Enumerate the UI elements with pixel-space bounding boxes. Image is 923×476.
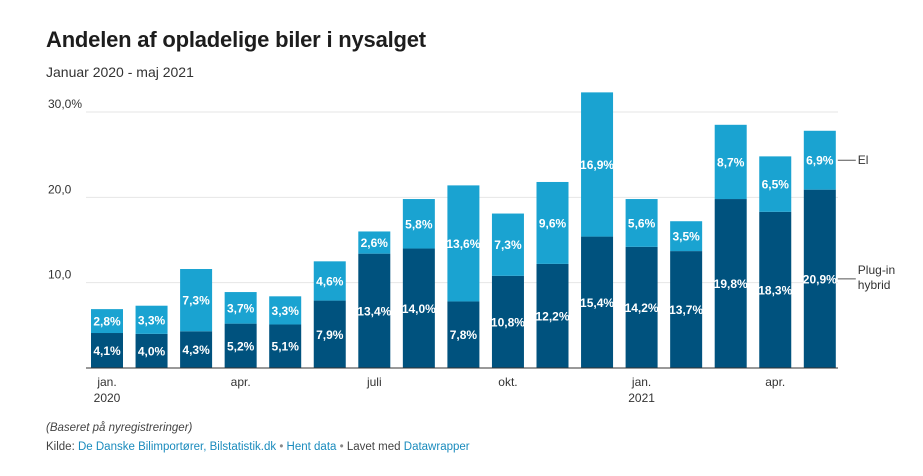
bar-plugin-hybrid: [447, 301, 480, 368]
bar-el: [803, 130, 836, 190]
y-tick-label: 10,0: [48, 268, 72, 282]
bar-plugin-hybrid: [625, 246, 658, 368]
data-label-plugin-hybrid: 12,2%: [535, 309, 569, 323]
bar-plugin-hybrid: [714, 199, 747, 368]
data-label-plugin-hybrid: 18,3%: [758, 283, 792, 297]
data-label-plugin-hybrid: 14,2%: [625, 301, 659, 315]
bar-plugin-hybrid: [135, 333, 168, 368]
bar-el: [625, 199, 658, 247]
bar-el: [358, 231, 391, 254]
data-label-el: 7,3%: [494, 238, 522, 252]
data-label-el: 3,7%: [227, 301, 255, 315]
footer-separator: •: [339, 441, 344, 453]
bar-el: [224, 292, 257, 324]
legend-label-el: El: [858, 153, 869, 167]
bar-plugin-hybrid: [402, 248, 435, 368]
bar-plugin-hybrid: [491, 275, 524, 368]
data-label-el: 3,5%: [672, 230, 700, 244]
bar-el: [759, 156, 792, 212]
x-tick-label: juli: [366, 375, 382, 389]
bar-layer: [91, 92, 836, 368]
data-label-plugin-hybrid: 4,3%: [182, 343, 210, 357]
bar-el: [670, 221, 703, 252]
y-tick-label: 20,0: [48, 182, 72, 196]
chart-title: Andelen af opladelige biler i nysalget: [46, 27, 426, 52]
data-label-el: 16,9%: [580, 158, 614, 172]
bar-plugin-hybrid: [581, 236, 614, 368]
data-label-plugin-hybrid: 10,8%: [491, 315, 525, 329]
data-label-plugin-hybrid: 15,4%: [580, 296, 614, 310]
bar-plugin-hybrid: [269, 324, 302, 368]
legend-label-plugin-hybrid: hybrid: [858, 278, 891, 292]
bar-el: [447, 185, 480, 302]
legend-label-plugin-hybrid: Plug-in: [858, 263, 895, 277]
bar-el: [402, 199, 435, 249]
data-label-el: 2,8%: [93, 315, 121, 329]
datawrapper-link[interactable]: Datawrapper: [403, 441, 470, 453]
footer-separator: •: [279, 441, 284, 453]
data-label-plugin-hybrid: 14,0%: [402, 302, 436, 316]
data-label-el: 13,6%: [446, 237, 480, 251]
x-tick-label: 2021: [628, 391, 655, 405]
bar-el: [581, 92, 614, 237]
bar-el: [91, 309, 123, 334]
bar-el: [180, 269, 213, 332]
data-label-plugin-hybrid: 7,9%: [316, 328, 344, 342]
data-label-el: 8,7%: [717, 155, 745, 169]
bar-plugin-hybrid: [180, 331, 213, 368]
data-label-el: 7,3%: [182, 294, 210, 308]
x-tick-label: apr.: [231, 375, 251, 389]
bar-el: [269, 296, 302, 325]
chart-note: (Baseret på nyregistreringer): [46, 422, 193, 434]
bar-plugin-hybrid: [536, 263, 569, 368]
download-data-link[interactable]: Hent data: [286, 441, 337, 453]
data-label-el: 5,8%: [405, 217, 433, 231]
x-tick-label: jan.: [631, 375, 651, 389]
bar-plugin-hybrid: [313, 300, 346, 368]
bar-plugin-hybrid: [803, 189, 836, 368]
data-label-plugin-hybrid: 7,8%: [450, 328, 478, 342]
bar-plugin-hybrid: [670, 251, 703, 368]
data-label-el: 3,3%: [138, 313, 166, 327]
data-label-plugin-hybrid: 5,1%: [272, 340, 300, 354]
data-label-el: 6,9%: [806, 154, 834, 168]
bar-plugin-hybrid: [91, 333, 123, 368]
bar-plugin-hybrid: [759, 211, 792, 368]
data-label-el: 5,6%: [628, 216, 656, 230]
data-label-plugin-hybrid: 19,8%: [714, 277, 748, 291]
axis-layer: jan. 2020 apr. juli okt. jan. 2021 apr.: [86, 367, 838, 405]
chart-footer: Kilde: De Danske Bilimportører, Bilstati…: [46, 441, 470, 453]
made-with-prefix: Lavet med: [346, 441, 401, 453]
data-label-plugin-hybrid: 5,2%: [227, 339, 255, 353]
data-label-el: 2,6%: [361, 236, 389, 250]
data-label-plugin-hybrid: 13,4%: [357, 304, 391, 318]
data-label-plugin-hybrid: 4,1%: [93, 344, 121, 358]
x-tick-label: jan.: [96, 375, 116, 389]
data-label-plugin-hybrid: 13,7%: [669, 303, 703, 317]
bar-el: [714, 124, 747, 200]
x-tick-label: okt.: [498, 375, 517, 389]
data-label-plugin-hybrid: 20,9%: [803, 272, 837, 286]
bar-el: [536, 181, 569, 264]
y-tick-label: 30,0%: [48, 97, 82, 111]
bar-el: [491, 213, 524, 276]
bar-plugin-hybrid: [358, 253, 391, 368]
data-label-el: 3,3%: [272, 304, 300, 318]
source-link[interactable]: De Danske Bilimportører, Bilstatistik.dk: [77, 441, 277, 453]
chart-subtitle: Januar 2020 - maj 2021: [46, 64, 194, 80]
data-label-plugin-hybrid: 4,0%: [138, 344, 166, 358]
source-prefix: Kilde:: [46, 441, 75, 453]
data-label-el: 4,6%: [316, 274, 344, 288]
bar-plugin-hybrid: [224, 323, 257, 368]
data-label-el: 9,6%: [539, 216, 567, 230]
label-layer: 4,1% 2,8% 4,0% 3,3% 4,3% 7,3% 5,2% 3,7% 5,1% 3,3%…: [93, 154, 837, 359]
x-tick-label: apr.: [765, 375, 785, 389]
data-label-el: 6,5%: [762, 178, 790, 192]
bar-el: [135, 305, 168, 334]
x-tick-label: 2020: [94, 391, 121, 405]
bar-el: [313, 261, 346, 301]
